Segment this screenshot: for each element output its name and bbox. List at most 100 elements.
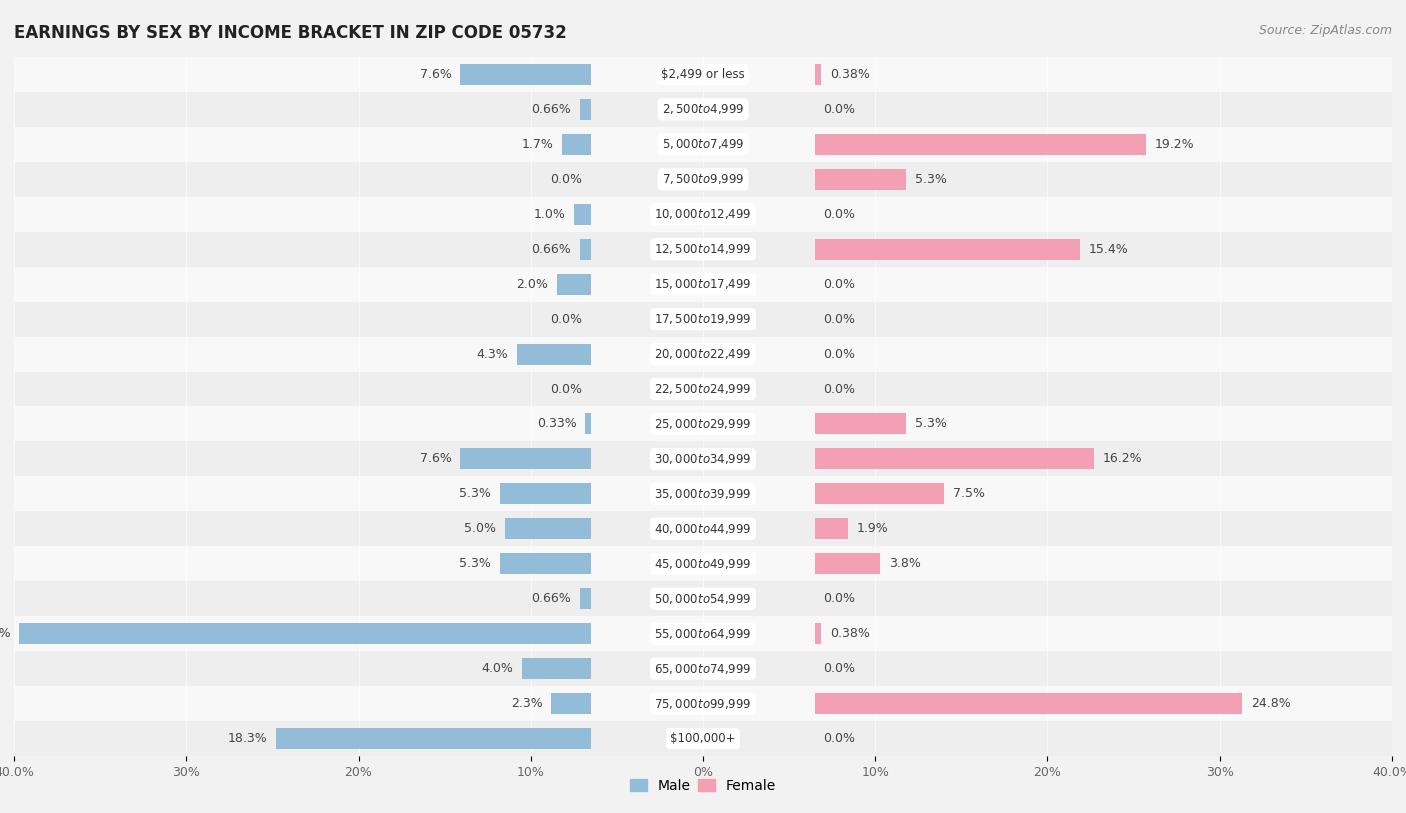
Text: 5.3%: 5.3% [460, 558, 491, 570]
Text: 0.38%: 0.38% [830, 68, 870, 80]
Text: $25,000 to $29,999: $25,000 to $29,999 [654, 417, 752, 431]
Bar [815, 519, 848, 539]
Text: 0.66%: 0.66% [531, 103, 571, 115]
Bar [20, 624, 591, 644]
Bar [815, 693, 1241, 714]
Text: 0.66%: 0.66% [531, 243, 571, 255]
Bar [276, 728, 591, 749]
Text: $2,499 or less: $2,499 or less [661, 68, 745, 80]
Text: 7.5%: 7.5% [953, 488, 984, 500]
Text: Source: ZipAtlas.com: Source: ZipAtlas.com [1258, 24, 1392, 37]
Text: 0.0%: 0.0% [550, 313, 582, 325]
FancyBboxPatch shape [14, 162, 1392, 197]
Text: 33.2%: 33.2% [0, 628, 11, 640]
FancyBboxPatch shape [14, 441, 1392, 476]
Text: $17,500 to $19,999: $17,500 to $19,999 [654, 312, 752, 326]
Text: $50,000 to $54,999: $50,000 to $54,999 [654, 592, 752, 606]
Text: $40,000 to $44,999: $40,000 to $44,999 [654, 522, 752, 536]
Text: 1.0%: 1.0% [533, 208, 565, 220]
Text: $22,500 to $24,999: $22,500 to $24,999 [654, 382, 752, 396]
Bar [815, 449, 1094, 469]
Text: $15,000 to $17,499: $15,000 to $17,499 [654, 277, 752, 291]
Text: 0.0%: 0.0% [824, 733, 856, 745]
Text: 2.3%: 2.3% [510, 698, 543, 710]
FancyBboxPatch shape [14, 546, 1392, 581]
Text: 4.3%: 4.3% [477, 348, 509, 360]
Text: 5.3%: 5.3% [915, 173, 946, 185]
Text: 0.0%: 0.0% [824, 208, 856, 220]
Bar [815, 239, 1080, 259]
Text: $75,000 to $99,999: $75,000 to $99,999 [654, 697, 752, 711]
Bar [499, 484, 591, 504]
FancyBboxPatch shape [14, 337, 1392, 372]
FancyBboxPatch shape [14, 127, 1392, 162]
FancyBboxPatch shape [14, 57, 1392, 92]
FancyBboxPatch shape [14, 616, 1392, 651]
Text: $100,000+: $100,000+ [671, 733, 735, 745]
Bar [505, 519, 591, 539]
FancyBboxPatch shape [14, 721, 1392, 756]
FancyBboxPatch shape [14, 476, 1392, 511]
Bar [499, 554, 591, 574]
Text: $12,500 to $14,999: $12,500 to $14,999 [654, 242, 752, 256]
Text: 0.0%: 0.0% [824, 313, 856, 325]
Bar [815, 169, 907, 189]
Bar [815, 64, 821, 85]
Text: 5.0%: 5.0% [464, 523, 496, 535]
Text: 5.3%: 5.3% [915, 418, 946, 430]
Legend: Male, Female: Male, Female [624, 773, 782, 798]
Text: 24.8%: 24.8% [1251, 698, 1291, 710]
Bar [579, 589, 591, 609]
Text: $20,000 to $22,499: $20,000 to $22,499 [654, 347, 752, 361]
FancyBboxPatch shape [14, 302, 1392, 337]
Bar [579, 99, 591, 120]
Text: 0.0%: 0.0% [824, 103, 856, 115]
Text: 15.4%: 15.4% [1088, 243, 1129, 255]
Text: $55,000 to $64,999: $55,000 to $64,999 [654, 627, 752, 641]
Text: 0.66%: 0.66% [531, 593, 571, 605]
Text: $30,000 to $34,999: $30,000 to $34,999 [654, 452, 752, 466]
Text: 0.0%: 0.0% [824, 663, 856, 675]
Text: 1.7%: 1.7% [522, 138, 553, 150]
Text: 0.0%: 0.0% [824, 348, 856, 360]
Text: 4.0%: 4.0% [482, 663, 513, 675]
Text: 7.6%: 7.6% [419, 453, 451, 465]
Bar [522, 659, 591, 679]
Bar [517, 344, 591, 364]
Text: 2.0%: 2.0% [516, 278, 548, 290]
Text: 0.0%: 0.0% [550, 383, 582, 395]
Text: 18.3%: 18.3% [228, 733, 267, 745]
FancyBboxPatch shape [14, 686, 1392, 721]
Bar [562, 134, 591, 154]
Bar [579, 239, 591, 259]
Bar [460, 449, 591, 469]
FancyBboxPatch shape [14, 406, 1392, 441]
Text: $10,000 to $12,499: $10,000 to $12,499 [654, 207, 752, 221]
Text: 0.38%: 0.38% [830, 628, 870, 640]
Bar [815, 414, 907, 434]
FancyBboxPatch shape [14, 372, 1392, 406]
FancyBboxPatch shape [14, 511, 1392, 546]
Text: 7.6%: 7.6% [419, 68, 451, 80]
FancyBboxPatch shape [14, 651, 1392, 686]
Bar [815, 484, 945, 504]
Text: 0.33%: 0.33% [537, 418, 576, 430]
Text: 5.3%: 5.3% [460, 488, 491, 500]
Text: $7,500 to $9,999: $7,500 to $9,999 [662, 172, 744, 186]
Bar [815, 624, 821, 644]
Text: 0.0%: 0.0% [550, 173, 582, 185]
Text: 0.0%: 0.0% [824, 383, 856, 395]
Text: $5,000 to $7,499: $5,000 to $7,499 [662, 137, 744, 151]
Bar [557, 274, 591, 294]
FancyBboxPatch shape [14, 92, 1392, 127]
Bar [815, 134, 1146, 154]
Text: 19.2%: 19.2% [1154, 138, 1194, 150]
Bar [551, 693, 591, 714]
Bar [815, 554, 880, 574]
Text: 16.2%: 16.2% [1102, 453, 1142, 465]
FancyBboxPatch shape [14, 232, 1392, 267]
Text: EARNINGS BY SEX BY INCOME BRACKET IN ZIP CODE 05732: EARNINGS BY SEX BY INCOME BRACKET IN ZIP… [14, 24, 567, 42]
Text: 1.9%: 1.9% [856, 523, 889, 535]
FancyBboxPatch shape [14, 267, 1392, 302]
FancyBboxPatch shape [14, 197, 1392, 232]
